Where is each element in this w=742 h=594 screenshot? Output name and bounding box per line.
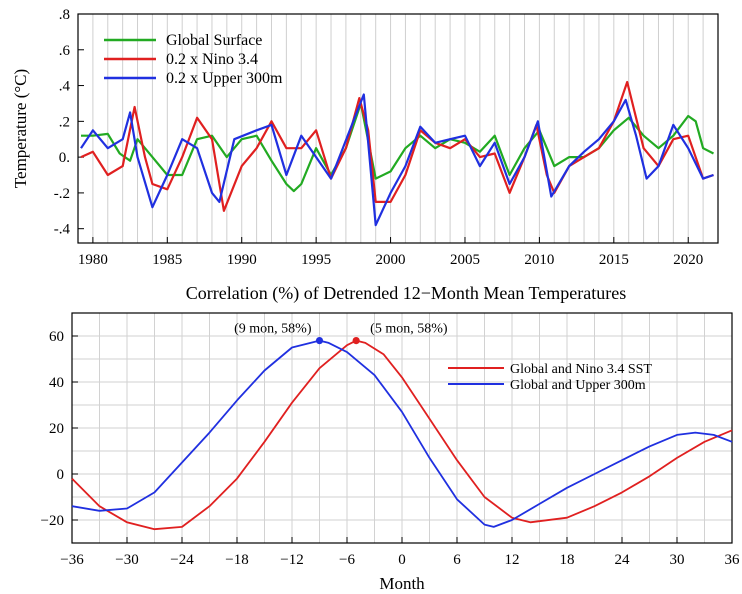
top-plot-frame [77, 13, 719, 244]
bottom-x-axis-label: Month [379, 574, 425, 593]
bottom-y-tick-label: −20 [41, 513, 64, 529]
bottom-y-tick-label: 60 [49, 329, 64, 345]
peak-marker [352, 337, 360, 345]
top-series-line [80, 80, 714, 212]
bottom-y-tick-label: 40 [49, 375, 64, 391]
bottom-x-tick-label: −30 [115, 552, 138, 568]
top-x-tick-label: 2020 [673, 252, 703, 268]
bottom-x-tick-label: −24 [170, 552, 194, 568]
bottom-x-tick-label: 6 [453, 552, 461, 568]
top-series-line [80, 93, 714, 227]
top-y-tick-label: .6 [59, 43, 71, 59]
bottom-x-tick-label: −12 [280, 552, 303, 568]
bottom-x-tick-label: 24 [615, 552, 631, 568]
top-legend-label: 0.2 x Nino 3.4 [166, 51, 258, 68]
top-x-tick-label: 1985 [152, 252, 182, 268]
temperature-chart: 1980 1985 1990 1995 2000 2005 2010 2015 2020 -.4 -… [11, 7, 719, 268]
bottom-x-tick-label: 36 [725, 552, 741, 568]
top-y-tick-label: .4 [59, 79, 71, 95]
bottom-x-tick-label: 18 [560, 552, 575, 568]
top-legend-label: 0.2 x Upper 300m [166, 70, 283, 87]
correlation-chart: Correlation (%) of Detrended 12−Month Me… [41, 283, 740, 593]
top-y-tick-label: -.4 [54, 222, 71, 238]
bottom-x-tick-label: 12 [505, 552, 520, 568]
bottom-series-line [71, 339, 733, 528]
bottom-y-tick-label: 0 [57, 467, 65, 483]
top-x-tick-label: 1990 [227, 252, 257, 268]
top-series-line [81, 102, 714, 193]
peak-marker [315, 337, 324, 345]
top-y-tick-label: .2 [59, 114, 70, 130]
bottom-grid [72, 313, 732, 543]
top-y-axis-label: Temperature (°C) [11, 69, 30, 188]
bottom-x-tick-label: 0 [398, 552, 406, 568]
bottom-legend-label: Global and Upper 300m [510, 378, 646, 393]
top-y-tick-label: -.2 [54, 186, 70, 202]
top-y-tick-label: 0. [59, 150, 70, 166]
top-x-tick-label: 2005 [450, 252, 480, 268]
bottom-legend-label: Global and Nino 3.4 SST [510, 362, 652, 377]
bottom-x-tick-label: −18 [225, 552, 248, 568]
bottom-series-line [71, 339, 733, 531]
bottom-x-tick-label: 30 [670, 552, 685, 568]
peak-annotation: (9 mon, 58%) [234, 322, 312, 337]
bottom-chart-title: Correlation (%) of Detrended 12−Month Me… [186, 283, 626, 304]
top-x-tick-label: 1995 [301, 252, 331, 268]
top-y-tick-label: .8 [59, 7, 70, 23]
top-x-tick-label: 2015 [599, 252, 629, 268]
top-x-tick-label: 2010 [524, 252, 554, 268]
bottom-x-tick-label: −36 [60, 552, 84, 568]
top-x-tick-label: 2000 [376, 252, 406, 268]
peak-annotation: (5 mon, 58%) [370, 322, 448, 337]
top-legend-label: Global Surface [166, 32, 262, 49]
bottom-y-tick-label: 20 [49, 421, 64, 437]
bottom-x-tick-label: −6 [339, 552, 355, 568]
top-x-tick-label: 1980 [78, 252, 108, 268]
top-legend: Global Surface 0.2 x Nino 3.4 0.2 x Upper … [104, 32, 283, 87]
